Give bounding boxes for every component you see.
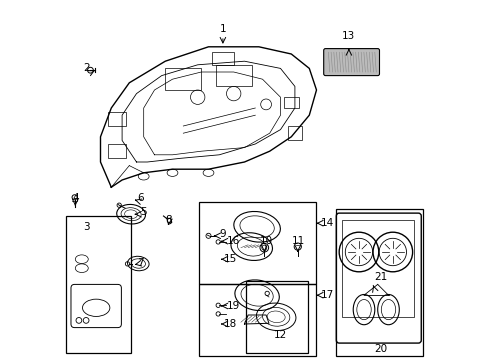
Text: 10: 10 (259, 236, 272, 246)
Bar (215, 65, 251, 86)
Text: 1: 1 (219, 24, 226, 34)
Text: 11: 11 (291, 236, 305, 246)
Text: 6: 6 (137, 193, 143, 203)
Bar (342, 220, 413, 317)
Text: 12: 12 (273, 330, 286, 340)
Text: 21: 21 (374, 272, 387, 282)
Text: 19: 19 (226, 301, 240, 311)
Bar (246, 281, 307, 353)
Text: 3: 3 (82, 222, 89, 232)
Text: 9: 9 (219, 229, 226, 239)
Text: 15: 15 (223, 254, 236, 264)
Bar (287, 126, 302, 140)
Bar (107, 112, 125, 126)
Bar (199, 284, 316, 356)
Text: 18: 18 (223, 319, 236, 329)
Bar (199, 202, 316, 284)
Text: 5: 5 (140, 207, 147, 217)
FancyBboxPatch shape (323, 49, 379, 76)
Text: 8: 8 (165, 215, 172, 225)
Text: 20: 20 (374, 344, 387, 354)
Text: 16: 16 (226, 236, 240, 246)
Bar (66, 216, 131, 353)
Text: 13: 13 (342, 31, 355, 41)
Bar (107, 144, 125, 158)
Bar (336, 209, 422, 356)
Text: 14: 14 (320, 218, 333, 228)
Text: 17: 17 (320, 290, 333, 300)
Bar (284, 97, 298, 108)
Bar (212, 52, 233, 65)
Text: 2: 2 (82, 63, 89, 73)
Text: 7: 7 (137, 258, 143, 268)
Text: 4: 4 (72, 193, 79, 203)
Bar (165, 68, 201, 90)
